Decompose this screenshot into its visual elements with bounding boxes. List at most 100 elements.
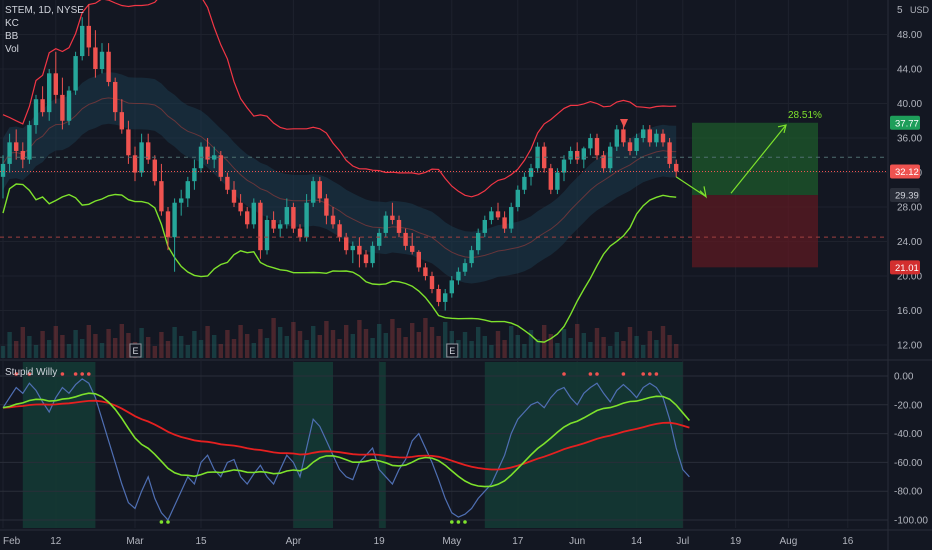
volume-bar [423,318,428,358]
price-tick-label: 36.00 [897,134,922,145]
indicator-bb-label[interactable]: BB [5,31,19,42]
candle [317,176,322,203]
candle [674,159,679,177]
down-arrow-head [699,186,707,199]
indicator-kc-label[interactable]: KC [5,18,19,29]
candle [251,198,256,229]
candle [462,258,468,277]
candle [647,125,652,147]
price-tag-label: 37.77 [895,118,919,129]
candle [271,211,276,233]
candle-body [311,181,316,203]
candle-body [522,176,527,190]
price-tick-partial: 5 [897,5,903,16]
overbought-dot [588,372,593,376]
candle-body [291,207,296,229]
price-axis[interactable]: 48.0044.0040.0036.0032.0028.0024.0020.00… [890,5,930,527]
overbought-dot [80,372,84,376]
volume-bar [106,329,111,358]
candle-body [456,271,461,281]
volume-bar [522,344,527,358]
volume-bar [344,325,349,358]
candle-body [403,232,408,246]
candle-body [126,129,131,156]
volume-bar [528,330,534,358]
overbought-dot [648,372,652,376]
candle-body [14,142,19,151]
overbought-dot [14,372,18,376]
bollinger-upper [2,0,677,198]
volume-bar [225,330,230,358]
candle [528,163,534,186]
candle [330,207,336,229]
oscillator-zone [484,362,683,528]
candle-body [641,129,646,139]
candle [113,77,118,121]
time-tick-label: Jun [569,536,585,547]
candle-body [423,267,428,277]
candle-body [317,181,322,199]
candle-body [390,215,395,220]
candle [205,138,210,164]
candle-body [614,129,619,147]
volume-bar [502,340,507,358]
candle [231,181,237,208]
volume-bar [482,336,487,358]
candle-body [0,163,6,177]
candle [575,142,580,164]
candle [350,241,355,264]
candle-body [561,159,567,173]
candle-body [469,250,474,264]
price-tag-stop: 21.01 [890,260,920,275]
long-position-tool[interactable] [692,122,818,268]
volume-bar [73,330,78,358]
volume-bar [337,339,342,358]
oscillator-zone [379,362,386,528]
sell-signal-marker [620,119,628,128]
volume-bar [456,340,461,358]
candle-body [594,138,600,156]
volume-bar [575,324,580,358]
earnings-marker-label: E [132,346,138,356]
volume-bar [205,326,210,358]
candle-body [654,133,659,143]
main-pane-legend: STEM, 1D, NYSE KC BB Vol [5,4,84,56]
time-tick-label: 17 [512,536,524,547]
oscillator-legend: Stupid Willy [5,366,57,379]
price-tag-bg [890,188,920,203]
oscillator-title[interactable]: Stupid Willy [5,367,58,378]
price-tick-label: 44.00 [897,65,922,76]
candle-body [568,150,573,160]
symbol-title[interactable]: STEM, 1D, NYSE [5,5,84,16]
volume-bar [396,328,402,358]
volume-bar [7,332,12,358]
price-tick-label: 12.00 [897,341,922,352]
time-tick-label: 12 [50,536,62,547]
volume-bar [27,336,32,358]
candle [20,142,25,169]
volume-bar [93,334,98,358]
candle-body [489,211,494,220]
volume-bar [667,335,672,358]
candle [396,215,402,238]
volume-bar [608,346,613,358]
time-tick-label: Mar [126,536,144,547]
price-tick-label: 24.00 [897,237,922,248]
volume-bar [99,343,105,358]
indicator-vol-label[interactable]: Vol [5,44,19,55]
volume-bar [469,341,474,358]
time-axis[interactable]: Feb 12 Mar 15 Apr 19 May 17 Jun 14 Jul 19 Aug 16 [3,536,854,547]
volume-bar [66,344,72,358]
candle [489,207,494,225]
candle-body [377,232,382,246]
oscillator-fast-signal [2,392,691,488]
candle-body [80,25,85,57]
volume-bar [146,337,151,358]
volume-bar [284,336,289,358]
candle [390,202,395,225]
overbought-dot [73,372,78,376]
volume-bars [0,318,679,358]
candle-body [238,202,243,212]
earnings-marker: E [446,343,459,358]
volume-bar [410,323,415,358]
